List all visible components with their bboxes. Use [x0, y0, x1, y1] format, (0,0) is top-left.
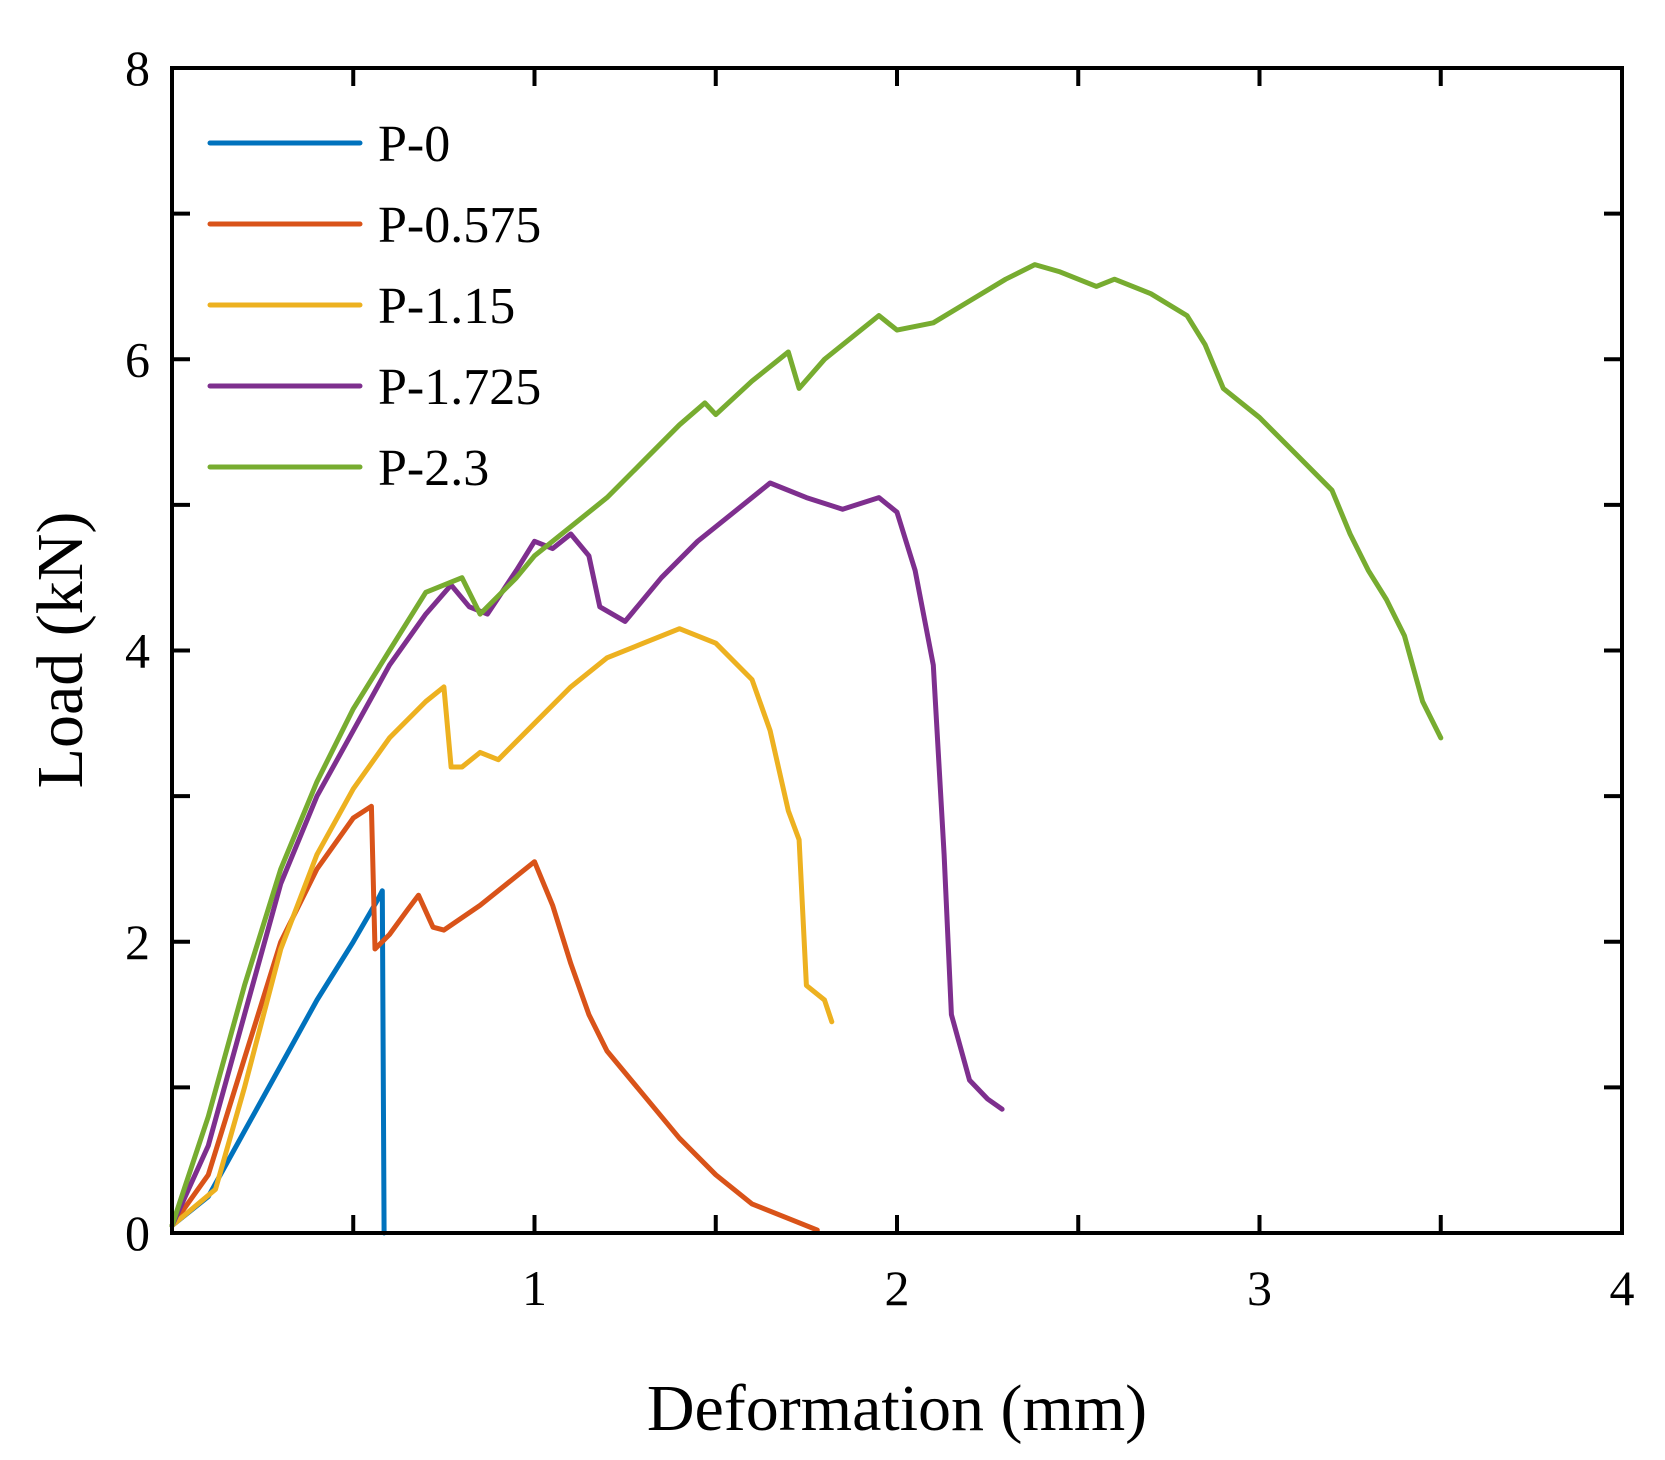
x-tick-label: 3 — [1247, 1260, 1272, 1316]
series-line-3 — [169, 626, 835, 1229]
y-tick-label: 2 — [125, 914, 150, 970]
ticks-layer — [170, 66, 1624, 1235]
legend: P-0 P-0.575 P-1.15 P-1.725 P-2.3 — [207, 116, 541, 497]
y-axis-title: Load (kN) — [24, 512, 97, 789]
y-tick-label: 6 — [125, 331, 150, 387]
legend-label: P-1.725 — [378, 359, 541, 416]
legend-label: P-0 — [378, 116, 450, 173]
tick-labels-layer: 1 2 3 4 0 2 4 6 8 — [125, 40, 1635, 1316]
x-tick-label: 1 — [522, 1260, 547, 1316]
series-layer — [169, 262, 1444, 1236]
series-line-5 — [169, 262, 1444, 1229]
x-tick-label: 2 — [885, 1260, 910, 1316]
x-tick-label: 4 — [1610, 1260, 1635, 1316]
legend-label: P-2.3 — [378, 440, 489, 497]
series-line-2 — [169, 803, 820, 1233]
legend-label: P-1.15 — [378, 278, 515, 335]
y-tick-label: 0 — [125, 1205, 150, 1261]
y-tick-label: 8 — [125, 40, 150, 96]
legend-label: P-0.575 — [378, 197, 541, 254]
x-axis-title: Deformation (mm) — [647, 1372, 1147, 1445]
series-line-4 — [169, 480, 1005, 1229]
y-tick-label: 4 — [125, 623, 150, 679]
